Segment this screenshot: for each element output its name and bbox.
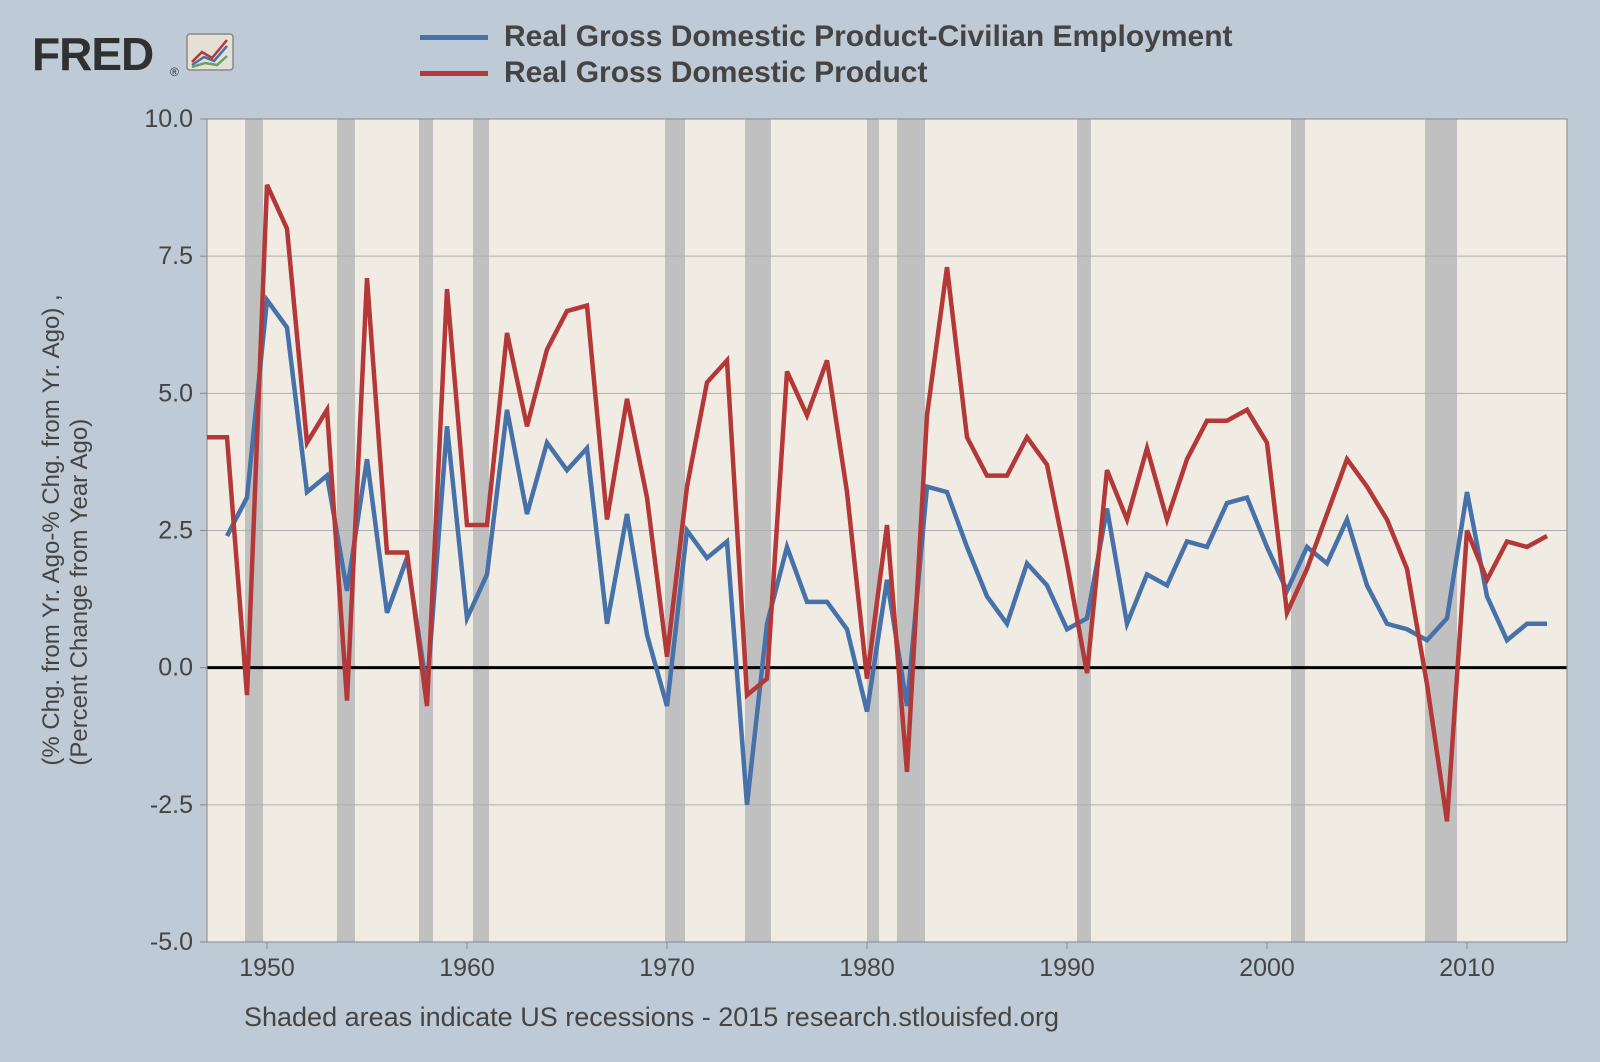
chart-container: FRED ® Real Gross Domestic Product-Civil… [0,0,1600,1062]
chart-svg: -5.0 -2.5 0.0 2.5 5.0 7.5 10.0 1950 1960 1970 1980… [0,0,1600,1062]
ytick-label: 5.0 [158,379,193,407]
xtick-label: 1960 [439,954,495,982]
ytick-label: 2.5 [158,517,193,545]
ytick-label: -5.0 [150,928,193,956]
ytick-label: 0.0 [158,654,193,682]
xtick-label: 2000 [1239,954,1295,982]
xtick-label: 1950 [239,954,295,982]
ytick-label: -2.5 [150,791,193,819]
footnote: Shaded areas indicate US recessions - 20… [244,1002,1059,1033]
xtick-label: 1980 [839,954,895,982]
ytick-label: 7.5 [158,242,193,270]
ytick-label: 10.0 [144,105,193,133]
xtick-label: 1990 [1039,954,1095,982]
plot-area: -5.0 -2.5 0.0 2.5 5.0 7.5 10.0 1950 1960 1970 1980… [0,0,1600,1062]
xtick-label: 2010 [1439,954,1495,982]
xtick-label: 1970 [639,954,695,982]
